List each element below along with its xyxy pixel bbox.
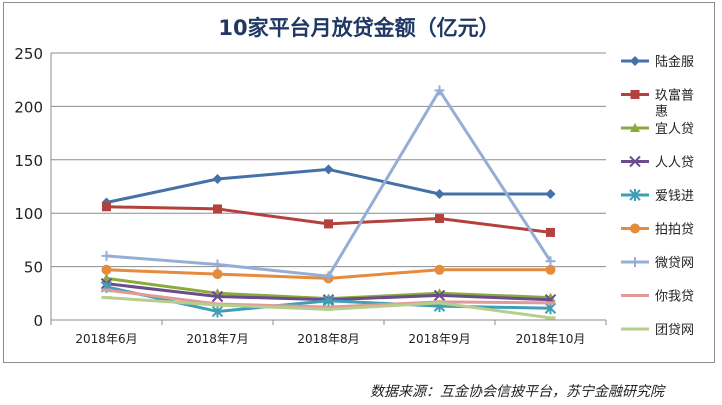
data-point	[434, 85, 445, 96]
legend-item: 人人贷	[621, 156, 694, 171]
data-point	[434, 264, 445, 275]
data-point	[102, 202, 111, 212]
data-point	[101, 250, 112, 261]
axes: 0 50 100 150 200 250 2018年6月 2018年7月 2018年8月 2018…	[14, 45, 607, 346]
data-point	[630, 90, 640, 99]
data-point	[211, 290, 224, 303]
data-point	[629, 189, 641, 201]
legend-label: 团贷网	[655, 323, 694, 338]
series-line	[106, 88, 552, 278]
data-point	[545, 264, 556, 275]
data-point	[545, 256, 556, 267]
legend-item: 陆金服	[621, 54, 694, 70]
legend-item: 微贷网	[621, 256, 694, 271]
y-tick-label: 50	[24, 259, 43, 277]
series-group	[100, 85, 557, 320]
data-point	[546, 227, 555, 237]
y-tick-label: 150	[14, 152, 43, 170]
series-陆金服	[101, 164, 556, 208]
legend-label: 陆金服	[655, 54, 694, 70]
legend-label: 拍拍贷	[655, 223, 694, 238]
legend-label: 玖富普	[655, 88, 694, 104]
line-chart: 10家平台月放贷金额（亿元） 0 50 100 150 200 250 2018年6月 201…	[14, 16, 694, 346]
legend-label: 爱钱进	[655, 189, 694, 204]
data-point	[101, 264, 112, 275]
legend-item: 你我贷	[621, 290, 694, 305]
data-point	[434, 188, 445, 199]
data-point	[433, 289, 446, 302]
legend-label: 微贷网	[655, 256, 694, 271]
legend-label: 你我贷	[655, 290, 694, 305]
x-tick-label: 2018年7月	[186, 332, 248, 346]
y-tick-label: 200	[14, 98, 43, 116]
chart-title: 10家平台月放贷金额（亿元）	[218, 16, 499, 40]
y-tick-label: 0	[33, 312, 43, 330]
chart-frame: 10家平台月放贷金额（亿元） 0 50 100 150 200 250 2018年6月 201…	[3, 2, 715, 363]
series-微贷网	[101, 85, 556, 282]
legend-item: 爱钱进	[621, 189, 694, 204]
series-玖富普惠	[102, 202, 555, 237]
data-point	[213, 204, 222, 214]
data-point	[630, 223, 640, 234]
source-note: 数据来源：互金协会信披平台，苏宁金融研究院	[370, 384, 664, 400]
data-point	[323, 271, 334, 282]
x-tick-label: 2018年6月	[75, 332, 137, 346]
data-point	[212, 269, 223, 280]
data-point	[630, 257, 640, 267]
legend-label: 人人贷	[655, 156, 694, 171]
data-point	[629, 155, 641, 168]
legend-label: 惠	[655, 105, 668, 120]
data-point	[545, 188, 556, 199]
legend-item: 宜人贷	[621, 122, 694, 137]
y-tick-label: 100	[14, 205, 43, 223]
x-tick-label: 2018年9月	[408, 332, 470, 346]
data-point	[630, 56, 640, 66]
gridlines	[51, 52, 606, 321]
legend-item: 拍拍贷	[621, 223, 694, 238]
data-point	[212, 174, 223, 185]
data-point	[435, 214, 444, 224]
data-point	[212, 259, 223, 270]
data-point	[324, 219, 333, 229]
x-tick-label: 2018年10月	[516, 332, 586, 346]
data-point	[323, 164, 334, 175]
data-point	[211, 305, 224, 318]
data-point	[322, 294, 335, 307]
legend-label: 宜人贷	[655, 122, 694, 137]
series-团贷网	[101, 296, 556, 320]
y-tick-label: 250	[14, 45, 43, 63]
data-point	[630, 123, 640, 132]
x-tick-label: 2018年8月	[297, 332, 359, 346]
legend-item: 团贷网	[621, 323, 694, 338]
